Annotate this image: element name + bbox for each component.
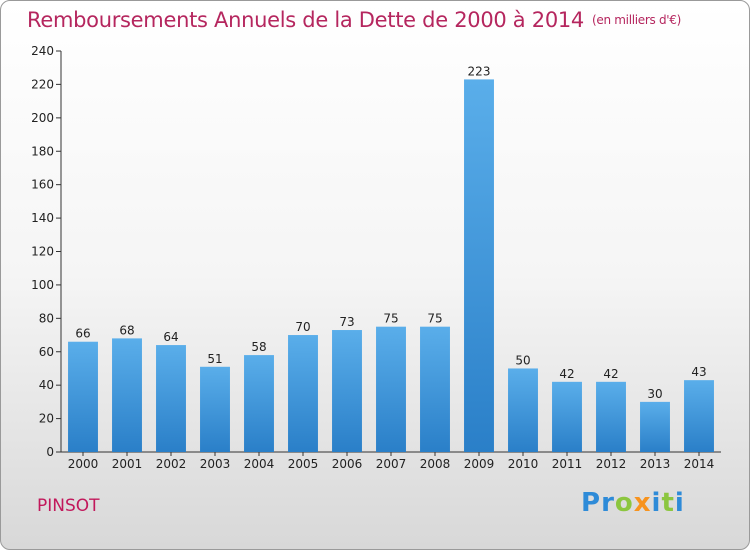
logo-letter: r [601,488,615,518]
bar-2002 [156,345,186,452]
y-tick-label: 160 [31,178,54,192]
chart-title: Remboursements Annuels de la Dette de 20… [27,8,681,32]
data-label: 75 [383,312,398,326]
bar-2011 [552,381,582,452]
y-tick-label: 60 [39,345,54,359]
data-label: 50 [515,353,530,367]
y-tick-label: 120 [31,245,54,259]
x-tick-label: 2012 [596,457,627,471]
data-label: 70 [295,320,310,334]
x-tick-label: 2005 [288,457,319,471]
chart-unit-note: (en milliers d'€) [592,13,682,27]
data-label: 68 [119,323,134,337]
bar-2004 [244,355,274,452]
bar-2009 [464,79,494,452]
y-tick-label: 100 [31,278,54,292]
y-tick-label: 140 [31,211,54,225]
x-tick-label: 2000 [68,457,99,471]
x-tick-label: 2011 [552,457,583,471]
data-label: 66 [75,327,90,341]
logo-letter: x [633,488,652,518]
commune-name: PINSOT [37,496,100,516]
x-tick-label: 2006 [332,457,363,471]
bar-2010 [508,368,538,452]
x-tick-label: 2008 [420,457,451,471]
y-tick-label: 240 [31,44,54,58]
bar-2001 [112,338,142,452]
bar-2006 [332,330,362,452]
logo-letter: P [581,488,602,518]
data-label: 42 [603,367,618,381]
bar-2014 [684,380,714,452]
chart-title-text: Remboursements Annuels de la Dette de 20… [27,8,584,32]
x-tick-label: 2001 [112,457,143,471]
x-tick-label: 2010 [508,457,539,471]
x-tick-label: 2002 [156,457,187,471]
data-label: 51 [207,352,222,366]
bar-2005 [288,335,318,452]
data-label: 75 [427,312,442,326]
bar-2008 [420,326,450,452]
y-tick-label: 20 [39,412,54,426]
data-label: 42 [559,367,574,381]
data-label: 30 [647,387,662,401]
bar-2013 [640,401,670,452]
data-label: 58 [251,340,266,354]
bar-2003 [200,366,230,452]
logo-letter: i [674,488,685,518]
bar-2000 [68,341,98,452]
proxiti-logo: Proxiti [581,488,685,518]
x-tick-label: 2014 [684,457,715,471]
y-tick-label: 180 [31,144,54,158]
x-tick-label: 2003 [200,457,231,471]
y-tick-label: 40 [39,378,54,392]
logo-letter: t [661,488,675,518]
y-tick-label: 200 [31,111,54,125]
y-tick-label: 0 [46,445,54,459]
data-label: 223 [468,64,491,78]
x-tick-label: 2007 [376,457,407,471]
data-label: 43 [691,365,706,379]
data-label: 73 [339,315,354,329]
x-tick-label: 2004 [244,457,275,471]
bar-2007 [376,326,406,452]
y-tick-label: 80 [39,311,54,325]
logo-letter: i [651,488,662,518]
x-tick-label: 2013 [640,457,671,471]
x-tick-label: 2009 [464,457,495,471]
data-label: 64 [163,330,178,344]
bar-2012 [596,381,626,452]
logo-letter: o [614,488,634,518]
y-tick-label: 220 [31,77,54,91]
